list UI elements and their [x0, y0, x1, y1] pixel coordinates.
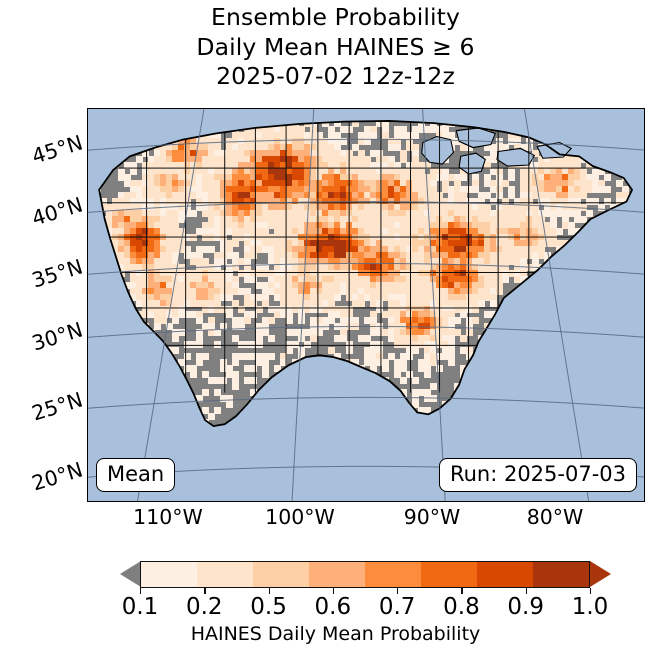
lon-tick-2: 90°W: [403, 505, 461, 529]
map-plot-area[interactable]: Mean Run: 2025-07-03: [87, 108, 645, 502]
lon-tick-1: 100°W: [265, 505, 335, 529]
colorbar-ticklabel-3: 0.6: [314, 594, 352, 620]
colorbar-under-arrow: [120, 561, 141, 587]
colorbar-ticklabel-7: 1.0: [571, 594, 609, 620]
probability-heatmap-canvas: [88, 109, 644, 501]
colorbar-ticklabel-1: 0.2: [185, 594, 223, 620]
mean-annotation-box: Mean: [96, 458, 176, 492]
colorbar-tick-0: [140, 588, 142, 594]
colorbar-segment-1: [197, 562, 253, 587]
colorbar-segment-2: [253, 562, 309, 587]
colorbar-tick-1: [204, 588, 206, 594]
colorbar-label: HAINES Daily Mean Probability: [190, 623, 481, 645]
mean-label: Mean: [107, 462, 165, 486]
colorbar-ticklabel-5: 0.8: [443, 594, 480, 620]
lat-tick-1: 40°N: [29, 192, 86, 231]
colorbar-ticklabel-6: 0.9: [507, 594, 544, 620]
colorbar-segment-3: [309, 562, 365, 587]
colorbar-tick-6: [525, 588, 527, 594]
colorbar-tick-4: [397, 588, 399, 594]
colorbar-tick-5: [461, 588, 463, 594]
lat-tick-4: 25°N: [29, 387, 86, 426]
colorbar-segment-5: [421, 562, 477, 587]
lon-tick-0: 110°W: [133, 505, 203, 529]
colorbar-segment-0: [141, 562, 197, 587]
colorbar-ticklabel-2: 0.5: [250, 594, 287, 620]
run-annotation-box: Run: 2025-07-03: [438, 458, 637, 492]
lat-tick-0: 45°N: [29, 130, 86, 169]
colorbar-ticklabel-0: 0.1: [121, 594, 159, 620]
title-line-1: Ensemble Probability: [211, 3, 460, 31]
colorbar-segment-4: [365, 562, 421, 587]
run-label: Run: 2025-07-03: [449, 462, 626, 486]
lat-tick-5: 20°N: [29, 457, 86, 496]
colorbar-segment-7: [533, 562, 589, 587]
title-line-3: 2025-07-02 12z-12z: [216, 62, 455, 90]
colorbar-over-arrow: [590, 561, 611, 587]
lat-tick-2: 35°N: [29, 254, 86, 293]
colorbar-segments: [140, 561, 590, 588]
colorbar-tick-7: [590, 588, 592, 594]
lon-tick-3: 80°W: [526, 505, 584, 529]
colorbar-tick-2: [268, 588, 270, 594]
lat-tick-3: 30°N: [29, 317, 86, 356]
colorbar-ticklabel-4: 0.7: [378, 594, 416, 620]
colorbar-segment-6: [477, 562, 533, 587]
colorbar-tick-3: [332, 588, 335, 594]
colorbar: 0.1 0.2 0.5 0.6 0.7 0.8 0.9 1.0 HAINES Daily Me…: [0, 554, 671, 658]
title-line-2: Daily Mean HAINES ≥ 6: [196, 32, 475, 61]
page-title: Ensemble Probability Daily Mean HAINES ≥…: [0, 3, 671, 92]
